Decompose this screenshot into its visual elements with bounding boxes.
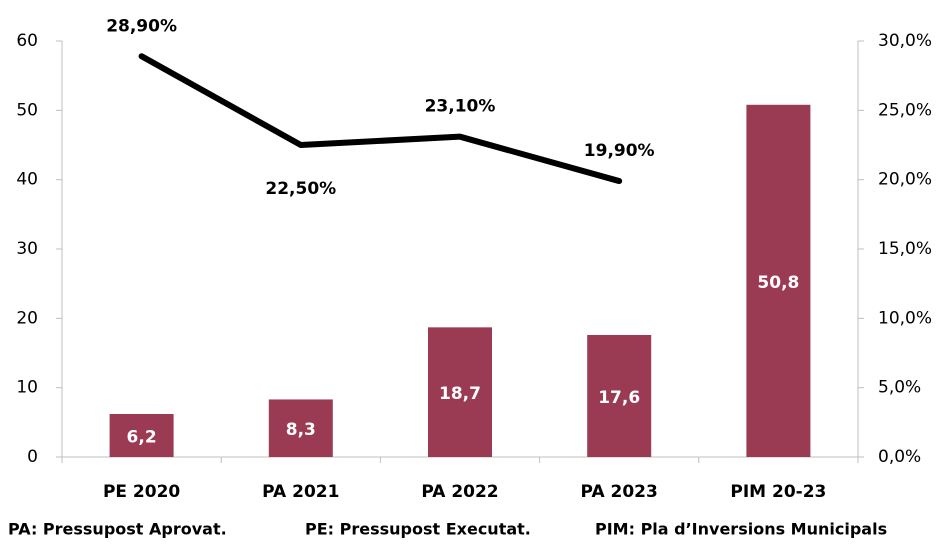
footnote: PE: Pressupost Executat.: [305, 520, 531, 539]
y-tick-label: 20: [16, 308, 38, 328]
y2-tick-label: 20,0%: [878, 170, 932, 190]
bar-value-label: 18,7: [439, 384, 481, 404]
bar-value-label: 17,6: [598, 388, 640, 408]
y2-tick-label: 30,0%: [878, 31, 932, 51]
x-tick-label: PIM 20-23: [730, 482, 826, 502]
y2-tick-label: 25,0%: [878, 100, 932, 120]
footnote: PA: Pressupost Aprovat.: [8, 520, 227, 539]
line-value-label: 19,90%: [584, 141, 655, 161]
y2-tick-label: 0,0%: [878, 447, 921, 467]
y-tick-label: 60: [16, 31, 38, 51]
line-value-label: 23,10%: [425, 97, 496, 117]
y-tick-label: 40: [16, 170, 38, 190]
y2-tick-label: 5,0%: [878, 378, 921, 398]
y-tick-label: 0: [27, 447, 38, 467]
y2-tick-label: 15,0%: [878, 239, 932, 259]
x-tick-label: PA 2021: [262, 482, 339, 502]
x-tick-label: PE 2020: [103, 482, 180, 502]
bar: [587, 334, 652, 457]
bar: [428, 327, 492, 457]
bar: [746, 104, 811, 457]
bar-value-label: 6,2: [127, 428, 157, 448]
y2-tick-label: 10,0%: [878, 308, 932, 328]
y-tick-label: 50: [16, 100, 38, 120]
y-tick-label: 10: [16, 378, 38, 398]
line: [138, 53, 623, 185]
line-value-label: 22,50%: [265, 179, 336, 199]
footnote: PIM: Pla d’Inversions Municipals: [595, 520, 887, 539]
bar-value-label: 8,3: [286, 420, 316, 440]
x-tick-label: PA 2022: [421, 482, 498, 502]
line-value-label: 28,90%: [106, 16, 177, 36]
bar-value-label: 50,8: [757, 273, 799, 293]
bar: [268, 399, 333, 457]
bar: [109, 414, 174, 457]
x-tick-label: PA 2023: [581, 482, 658, 502]
y-tick-label: 30: [16, 239, 38, 259]
